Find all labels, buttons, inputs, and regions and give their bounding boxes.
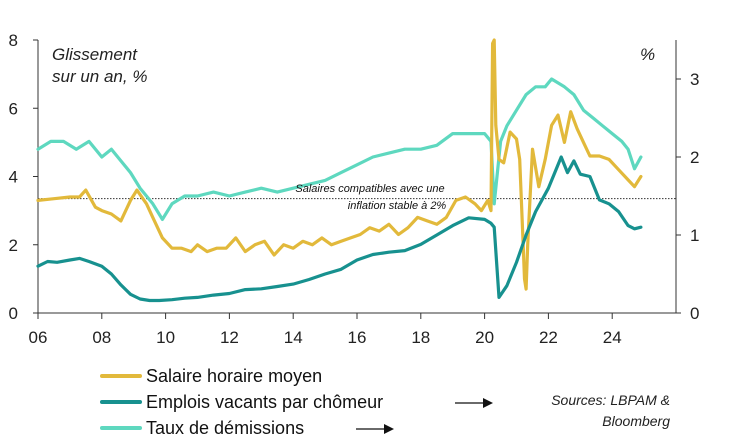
legend-arrow-head	[483, 398, 493, 408]
right-axis-note: %	[640, 45, 655, 64]
x-tick-label: 22	[539, 328, 558, 347]
source-line2: Bloomberg	[602, 413, 670, 429]
left-axis-note-line1: Glissement	[52, 45, 138, 64]
y-right-tick-label: 1	[690, 226, 699, 245]
legend-label: Salaire horaire moyen	[146, 366, 322, 386]
y-right-tick-label: 3	[690, 70, 699, 89]
x-tick-label: 12	[220, 328, 239, 347]
x-tick-label: 20	[475, 328, 494, 347]
x-tick-label: 16	[348, 328, 367, 347]
x-tick-label: 08	[92, 328, 111, 347]
reference-line-label-line1: Salaires compatibles avec une	[295, 183, 444, 195]
legend-label: Emplois vacants par chômeur	[146, 392, 383, 412]
legend: Salaire horaire moyen Emplois vacants par…	[100, 366, 493, 438]
series-lines	[36, 38, 643, 303]
y-left-tick-label: 6	[9, 99, 18, 118]
series-line-2	[36, 155, 643, 303]
x-tick-label: 10	[156, 328, 175, 347]
y-left-tick-label: 4	[9, 168, 18, 187]
x-tick-label: 14	[284, 328, 303, 347]
y-right-tick-label: 0	[690, 304, 699, 323]
reference-line-label-line2: inflation stable à 2%	[348, 200, 447, 212]
x-tick-label: 18	[411, 328, 430, 347]
y-right-tick-label: 2	[690, 148, 699, 167]
x-tick-label: 06	[29, 328, 48, 347]
left-axis-note-line2: sur un an, %	[52, 67, 147, 86]
y-left-tick-label: 0	[9, 304, 18, 323]
source-line1: Sources: LBPAM &	[551, 392, 670, 408]
series-line-3	[36, 77, 643, 221]
series-line-1	[36, 38, 643, 291]
legend-arrow-head	[384, 424, 394, 434]
y-left-tick-label: 8	[9, 31, 18, 50]
y-left-tick-label: 2	[9, 236, 18, 255]
legend-label: Taux de démissions	[146, 418, 304, 438]
x-tick-label: 24	[603, 328, 622, 347]
